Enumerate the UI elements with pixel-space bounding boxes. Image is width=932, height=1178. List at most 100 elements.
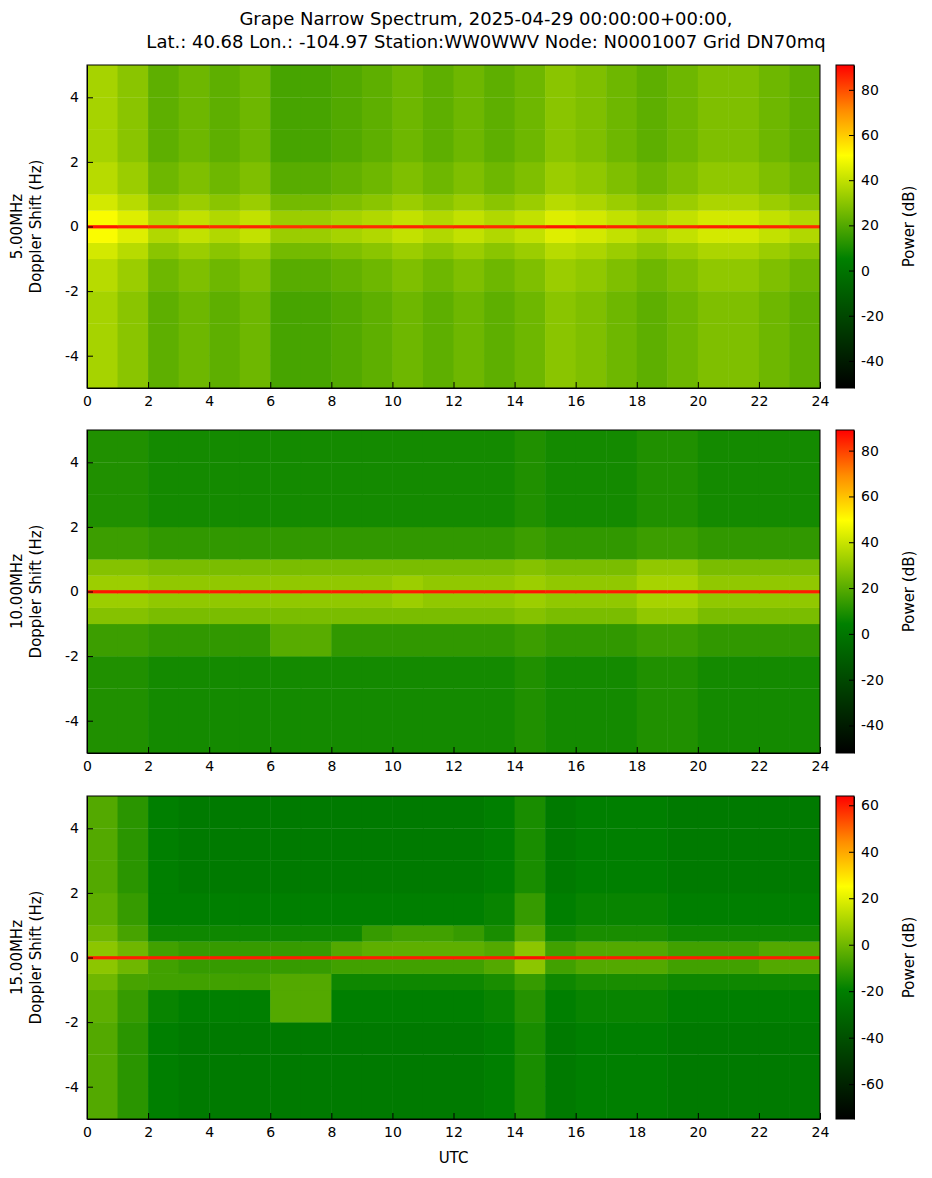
cell	[179, 941, 210, 956]
x-tick-label: 12	[445, 393, 463, 409]
cell	[759, 243, 790, 259]
cell	[148, 990, 179, 1023]
cell	[331, 1087, 362, 1119]
cell	[148, 925, 179, 941]
cell	[789, 527, 820, 560]
x-tick: 20	[689, 1113, 707, 1140]
cell	[484, 974, 515, 990]
cell	[545, 225, 576, 229]
cell	[606, 590, 637, 594]
cell	[301, 861, 332, 894]
cell	[576, 430, 607, 463]
cell	[576, 959, 607, 974]
cell	[118, 893, 149, 926]
cell	[728, 1022, 759, 1055]
cell	[240, 959, 271, 974]
colorbar-tick-label: -60	[861, 1076, 884, 1092]
cell	[545, 828, 576, 861]
cell	[606, 959, 637, 974]
cell	[667, 243, 698, 259]
x-tick-label: 20	[689, 758, 707, 774]
cell	[392, 259, 423, 292]
x-tick: 6	[266, 1113, 275, 1140]
cell	[789, 1054, 820, 1087]
cell	[148, 575, 179, 590]
cell	[240, 130, 271, 163]
cell	[667, 559, 698, 575]
colorbar-tick: 80	[849, 443, 879, 459]
cell	[515, 796, 546, 829]
cell	[209, 356, 240, 388]
colorbar-tick-mark	[849, 225, 854, 226]
cell	[118, 462, 149, 495]
cell	[789, 323, 820, 356]
y-tick: 2	[70, 154, 93, 170]
cell	[87, 1022, 118, 1055]
cell	[362, 97, 393, 130]
cell	[209, 688, 240, 721]
cell	[545, 65, 576, 98]
cell	[240, 624, 271, 657]
cell	[209, 721, 240, 753]
cell	[789, 291, 820, 324]
cell	[606, 130, 637, 163]
cell	[392, 559, 423, 575]
cell	[423, 527, 454, 560]
cell	[759, 1087, 790, 1119]
x-tick: 24	[812, 382, 830, 409]
x-tick: 8	[327, 747, 336, 774]
cell	[148, 323, 179, 356]
cell	[698, 65, 729, 98]
cell	[423, 65, 454, 98]
colorbar-title: Power (dB)	[900, 917, 918, 999]
cell	[667, 974, 698, 990]
cell	[240, 194, 271, 210]
cell	[484, 590, 515, 594]
cell	[728, 624, 759, 657]
y-axis-title: Doppler Shift (Hz)	[27, 160, 45, 294]
cell	[545, 974, 576, 990]
cell	[515, 356, 546, 388]
cell	[392, 527, 423, 560]
cell	[606, 721, 637, 753]
colorbar-title: Power (dB)	[900, 186, 918, 268]
cell	[240, 495, 271, 528]
colorbar-tick-label: 40	[861, 172, 879, 188]
cell	[87, 162, 118, 195]
cell	[454, 97, 485, 130]
cell	[331, 225, 362, 229]
cell	[667, 590, 698, 594]
cell	[454, 893, 485, 926]
cell	[545, 590, 576, 594]
cell	[209, 959, 240, 974]
cell	[698, 990, 729, 1023]
cell	[454, 624, 485, 657]
cell	[87, 225, 118, 229]
cell	[454, 356, 485, 388]
cell	[576, 656, 607, 689]
x-axis-line	[88, 753, 821, 754]
cell	[148, 356, 179, 388]
cell	[759, 990, 790, 1023]
cell	[118, 990, 149, 1023]
y-tick: -2	[65, 648, 93, 664]
x-tick-mark	[576, 747, 577, 753]
cell	[118, 941, 149, 956]
cell	[637, 291, 668, 324]
x-tick-mark	[515, 747, 516, 753]
cell	[118, 575, 149, 590]
x-axis-title: UTC	[439, 1149, 469, 1167]
cell	[576, 1054, 607, 1087]
cell	[209, 495, 240, 528]
cell	[728, 291, 759, 324]
x-tick-mark	[454, 382, 455, 388]
cell	[331, 162, 362, 195]
cell	[454, 990, 485, 1023]
y-tick-label: 4	[70, 89, 79, 105]
colorbar-tick-mark	[849, 90, 854, 91]
plot-frame	[87, 796, 820, 1119]
cell	[667, 97, 698, 130]
x-tick-label: 24	[812, 758, 830, 774]
cell	[698, 462, 729, 495]
cell	[87, 323, 118, 356]
